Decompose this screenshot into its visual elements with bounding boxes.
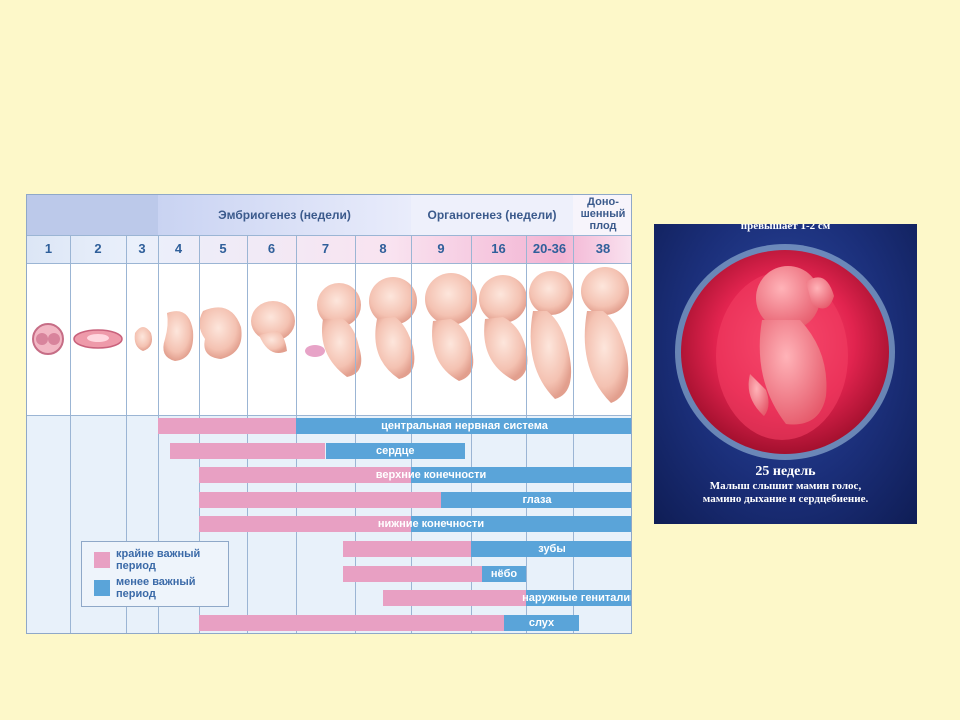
week-label: 6 [267, 241, 276, 256]
bar-less-segment [325, 442, 465, 459]
grid-column-line [126, 235, 127, 633]
grid-column-line [573, 235, 574, 633]
organogenesis-header [411, 195, 573, 235]
bar-label: зубы [538, 543, 566, 555]
bar-label: слух [528, 616, 555, 629]
week-label: 9 [437, 241, 445, 256]
week-label: 5 [219, 241, 227, 256]
grid-column-line [70, 235, 71, 633]
term-title-line1: Доно- [587, 196, 619, 208]
bar-label: верхние конечности [375, 469, 487, 482]
legend-critical-swatch [94, 552, 110, 568]
week-label: 16 [491, 241, 506, 256]
embryo-week-20-36 [529, 271, 573, 399]
bar-critical-segment [170, 442, 326, 459]
bar-less-segment [296, 418, 631, 434]
embryogenesis-title: Эмбриогенез (недели) [218, 208, 351, 222]
bar-less-segment [471, 541, 631, 557]
grid-column-line [247, 235, 248, 633]
bar-critical-segment [343, 541, 471, 557]
embryo-week-3 [134, 327, 152, 351]
bar-label: нижние конечности [377, 518, 485, 531]
embryo-week-2 [73, 329, 123, 349]
fetus-photo-panel: превышает 1-2 см 25 недель Малыш слышит … [654, 224, 917, 524]
organogenesis-title: Органогенез (недели) [427, 208, 557, 222]
week-label: 3 [138, 241, 146, 256]
week-label: 4 [174, 241, 183, 256]
bar-critical-segment [199, 491, 441, 508]
grid-column-line [526, 235, 527, 633]
legend-less-swatch [94, 580, 110, 596]
bar-label: глаза [522, 493, 552, 506]
bar-label: наружные гениталии [522, 592, 632, 605]
legend-critical-line1: крайне важный [116, 548, 201, 560]
photo-caption-line1: Малыш слышит мамин голос, [709, 480, 862, 492]
grid-column-line [158, 235, 159, 633]
bar-label: сердце [375, 444, 415, 457]
bar-critical-segment [199, 467, 411, 484]
fetus-body [759, 320, 827, 425]
term-title-line2: шенный [580, 208, 626, 220]
bar-critical-segment [343, 565, 482, 582]
bar-critical-segment [383, 590, 526, 607]
week-label: 38 [595, 241, 611, 256]
embryo-illustrations [27, 263, 631, 415]
grid-row-line [27, 235, 631, 236]
bar-critical-segment [158, 418, 296, 434]
embryo-week-6 [251, 301, 295, 353]
fetus-head [756, 266, 820, 330]
bar-less-segment [441, 491, 631, 508]
week-label: 7 [321, 241, 330, 256]
week-label: 8 [379, 241, 387, 256]
legend: крайне важный период менее важный период [81, 541, 229, 607]
bar-label: нёбо [490, 567, 518, 580]
bar-less-segment [526, 590, 631, 607]
grid-column-line [199, 235, 200, 633]
fetus-photo [675, 244, 895, 460]
bar-less-segment [504, 614, 579, 631]
photo-caption-weeks: 25 недель [755, 464, 816, 479]
bar-less-segment [482, 565, 526, 582]
legend-less-line1: менее важный [116, 576, 196, 588]
embryogenesis-header [158, 195, 411, 235]
embryo-week-7 [305, 283, 362, 377]
grid-column-line [355, 235, 356, 633]
bar-critical-segment [199, 516, 411, 533]
header-corner [27, 195, 158, 235]
bar-critical-segment [199, 614, 504, 631]
week-row [27, 235, 631, 263]
legend-critical-line2: период [116, 560, 156, 572]
fetal-development-chart: Эмбриогенез (недели) Органогенез (недели… [26, 194, 632, 634]
embryo-week-5 [199, 307, 242, 359]
bar-less-segment [411, 516, 631, 533]
week-label: 1 [44, 241, 53, 256]
grid-column-line [411, 235, 412, 633]
term-title-line3: плод [589, 220, 617, 232]
photo-caption-line2: мамино дыхание и сердцебиение. [702, 493, 869, 505]
term-header [573, 195, 631, 235]
legend-less-line2: период [116, 588, 156, 600]
embryo-week-16 [479, 275, 528, 381]
photo-caption-top: превышает 1-2 см [740, 224, 831, 232]
embryo-week-4 [163, 311, 194, 361]
grid-row-line [27, 263, 631, 264]
week-label: 2 [94, 241, 102, 256]
grid-column-line [296, 235, 297, 633]
embryo-week-8 [369, 277, 417, 379]
grid-column-line [471, 235, 472, 633]
bar-less-segment [411, 467, 631, 484]
week-label: 20-36 [532, 241, 567, 256]
week-labels: 1 2 3 4 5 6 7 8 9 16 20-36 38 [27, 195, 631, 633]
divider-illustrations [27, 415, 631, 416]
bar-label: центральная нервная система [381, 420, 548, 432]
grid-lines [27, 195, 631, 633]
bars: центральная нервная система сердце верхние… [27, 195, 632, 633]
embryo-week-38 [581, 267, 629, 403]
embryo-week-1 [32, 323, 64, 355]
embryo-week-9 [425, 273, 477, 381]
